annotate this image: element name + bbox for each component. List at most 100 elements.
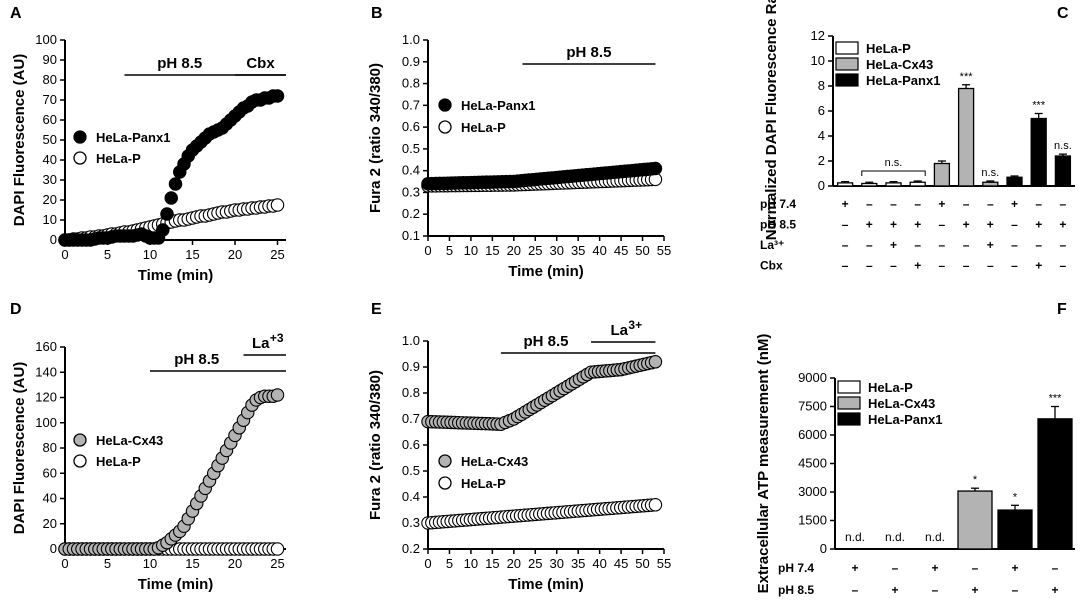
condition-sign: + bbox=[938, 197, 945, 211]
y-tick-label: 0 bbox=[818, 178, 825, 193]
y-tick-label: 0.9 bbox=[402, 54, 420, 69]
x-axis-label: Time (min) bbox=[138, 576, 214, 593]
legend-label: HeLa-Cx43 bbox=[96, 433, 163, 448]
y-tick-label: 120 bbox=[35, 390, 57, 405]
condition-sign: + bbox=[1035, 218, 1042, 232]
y-tick-label: 9000 bbox=[798, 370, 827, 385]
y-tick-label: 140 bbox=[35, 364, 57, 379]
y-tick-label: 1.0 bbox=[402, 333, 420, 348]
condition-sign: + bbox=[987, 238, 994, 252]
y-tick-label: 3000 bbox=[798, 484, 827, 499]
condition-sign: – bbox=[866, 259, 873, 273]
condition-sign: + bbox=[963, 218, 970, 232]
legend-marker bbox=[73, 130, 87, 144]
y-axis-label: DAPI Fluorescence (AU) bbox=[11, 362, 28, 535]
condition-sign: – bbox=[1060, 197, 1067, 211]
x-tick-label: 35 bbox=[571, 556, 585, 571]
y-tick-label: 100 bbox=[35, 415, 57, 430]
x-tick-label: 5 bbox=[104, 247, 111, 262]
legend-label: HeLa-Cx43 bbox=[461, 454, 528, 469]
significance-label: n.d. bbox=[845, 530, 865, 544]
significance-label: * bbox=[1013, 491, 1018, 503]
x-tick-label: 20 bbox=[507, 243, 521, 258]
y-tick-label: 6 bbox=[818, 103, 825, 118]
x-tick-label: 0 bbox=[61, 556, 68, 571]
panel-label: C bbox=[1057, 5, 1069, 22]
legend-marker bbox=[438, 98, 452, 112]
condition-sign: + bbox=[1051, 583, 1058, 597]
bar bbox=[909, 181, 926, 187]
condition-sign: + bbox=[1059, 218, 1066, 232]
x-tick-label: 20 bbox=[507, 556, 521, 571]
y-tick-label: 0.6 bbox=[402, 437, 420, 452]
x-tick-label: 15 bbox=[485, 243, 499, 258]
treatment-label: pH 8.5 bbox=[566, 44, 611, 61]
y-axis-label: Normalized DAPI Fluorescence Rate bbox=[763, 0, 780, 240]
condition-sign: – bbox=[963, 259, 970, 273]
x-tick-label: 5 bbox=[104, 556, 111, 571]
y-tick-label: 0.1 bbox=[402, 228, 420, 243]
significance-label: *** bbox=[1032, 100, 1046, 112]
condition-sign: – bbox=[939, 218, 946, 232]
x-tick-label: 25 bbox=[528, 243, 542, 258]
x-tick-label: 40 bbox=[592, 556, 606, 571]
y-tick-label: 0.8 bbox=[402, 76, 420, 91]
y-tick-label: 0.4 bbox=[402, 489, 420, 504]
y-tick-label: 0.4 bbox=[402, 163, 420, 178]
condition-sign: – bbox=[932, 583, 939, 597]
y-tick-label: 10 bbox=[811, 53, 825, 68]
significance-label: n.d. bbox=[925, 530, 945, 544]
condition-sign: + bbox=[1011, 561, 1018, 575]
data-point bbox=[164, 191, 179, 205]
y-tick-label: 1.0 bbox=[402, 32, 420, 47]
legend-marker bbox=[73, 433, 87, 447]
x-tick-label: 5 bbox=[446, 243, 453, 258]
condition-sign: – bbox=[914, 238, 921, 252]
bracket-label: n.s. bbox=[885, 157, 903, 169]
condition-sign: + bbox=[987, 218, 994, 232]
bar bbox=[1037, 418, 1073, 550]
data-point bbox=[270, 388, 285, 402]
data-point bbox=[168, 177, 183, 191]
x-tick-label: 55 bbox=[657, 243, 671, 258]
y-tick-label: 80 bbox=[43, 72, 57, 87]
significance-label: *** bbox=[960, 71, 974, 83]
condition-sign: – bbox=[842, 259, 849, 273]
x-tick-label: 50 bbox=[635, 556, 649, 571]
x-tick-label: 0 bbox=[424, 243, 431, 258]
treatment-label: pH 8.5 bbox=[157, 55, 202, 72]
condition-sign: + bbox=[914, 259, 921, 273]
condition-sign: – bbox=[914, 197, 921, 211]
y-tick-label: 0.2 bbox=[402, 541, 420, 556]
y-tick-label: 70 bbox=[43, 92, 57, 107]
condition-sign: – bbox=[1035, 238, 1042, 252]
panel-F: F 0 1500 3000 4500 6000 7500 9000 Extracellular … bbox=[755, 301, 1075, 597]
condition-sign: – bbox=[1052, 561, 1059, 575]
bar bbox=[997, 509, 1033, 550]
legend-label: HeLa-P bbox=[461, 476, 506, 491]
condition-sign: – bbox=[1012, 583, 1019, 597]
y-tick-label: 0.3 bbox=[402, 184, 420, 199]
legend-marker bbox=[73, 454, 87, 468]
condition-sign: + bbox=[866, 218, 873, 232]
legend-label: HeLa-Panx1 bbox=[868, 412, 942, 427]
x-tick-label: 35 bbox=[571, 243, 585, 258]
x-tick-label: 10 bbox=[143, 556, 157, 571]
condition-sign: – bbox=[963, 197, 970, 211]
x-tick-label: 25 bbox=[270, 556, 284, 571]
condition-sign: – bbox=[1060, 238, 1067, 252]
bar bbox=[1006, 176, 1023, 187]
condition-sign: – bbox=[972, 561, 979, 575]
treatment-label-superscript: +3 bbox=[270, 331, 284, 345]
legend-label: HeLa-P bbox=[866, 41, 911, 56]
legend-label: HeLa-P bbox=[461, 120, 506, 135]
condition-sign: – bbox=[1011, 238, 1018, 252]
condition-sign: + bbox=[971, 583, 978, 597]
series-HeLa-Panx1 bbox=[421, 161, 663, 191]
condition-sign: – bbox=[939, 238, 946, 252]
y-axis-label: DAPI Fluorescence (AU) bbox=[11, 54, 28, 227]
bar bbox=[957, 490, 993, 550]
y-tick-label: 0.7 bbox=[402, 97, 420, 112]
x-tick-label: 10 bbox=[464, 243, 478, 258]
x-tick-label: 20 bbox=[228, 247, 242, 262]
